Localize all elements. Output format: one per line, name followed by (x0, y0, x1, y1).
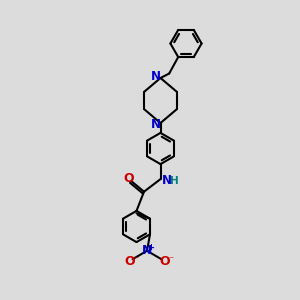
Text: +: + (147, 243, 154, 252)
Text: N: N (162, 174, 172, 187)
Text: ⁻: ⁻ (168, 255, 173, 265)
Text: ⁻: ⁻ (133, 255, 138, 265)
Text: O: O (159, 255, 170, 268)
Text: N: N (151, 118, 161, 131)
Text: N: N (142, 244, 152, 257)
Text: N: N (151, 70, 161, 83)
Text: O: O (123, 172, 134, 185)
Text: O: O (124, 255, 135, 268)
Text: H: H (169, 176, 178, 186)
